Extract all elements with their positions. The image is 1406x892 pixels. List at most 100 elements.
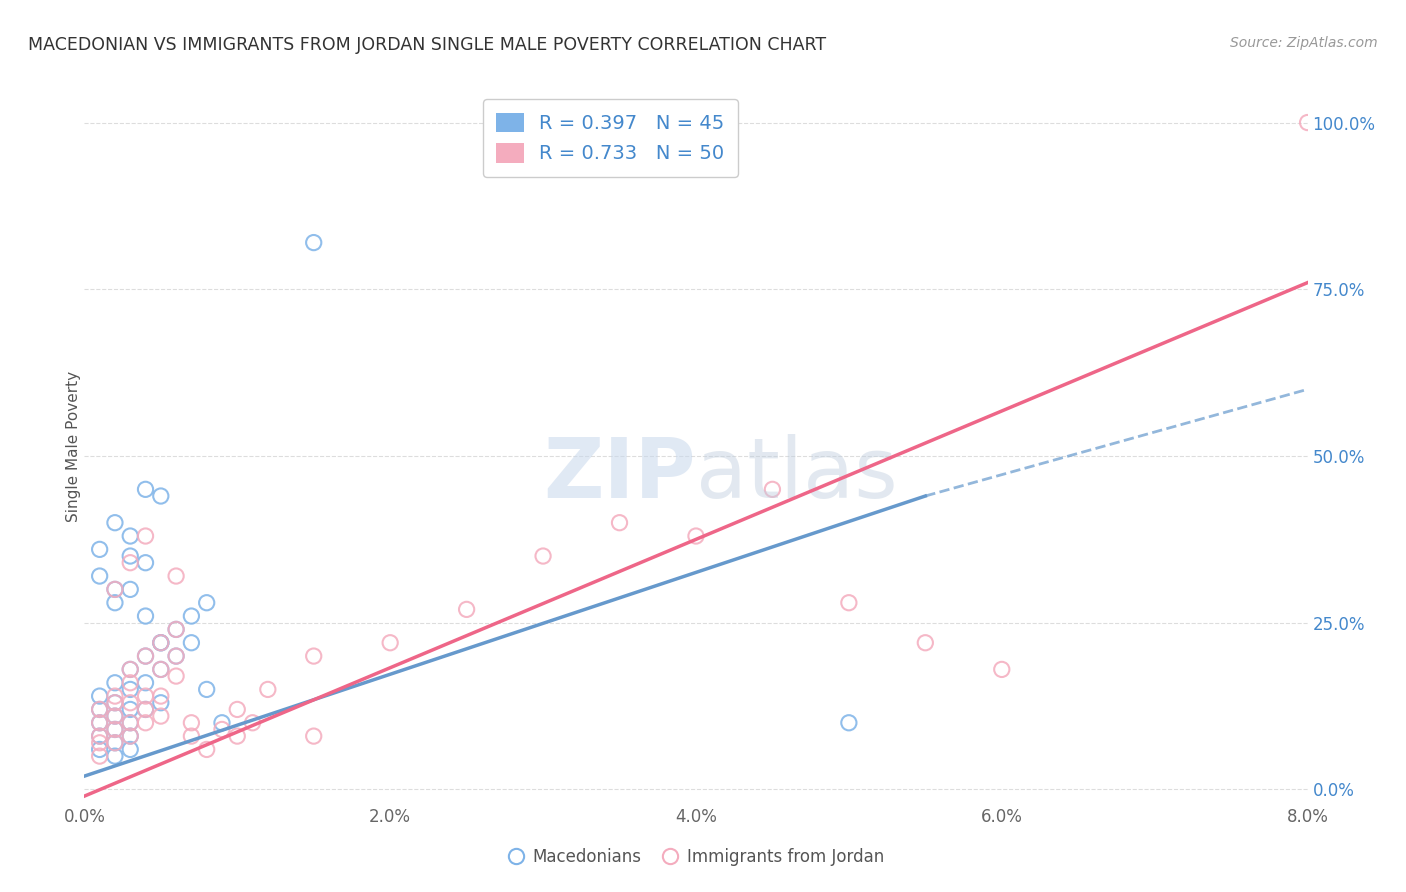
Point xyxy=(104,696,127,710)
Point xyxy=(89,689,111,703)
Point xyxy=(89,702,111,716)
Point xyxy=(195,596,218,610)
Point xyxy=(104,696,127,710)
Point xyxy=(257,682,280,697)
Point xyxy=(838,715,860,730)
Point xyxy=(120,682,142,697)
Point xyxy=(120,702,142,716)
Point xyxy=(242,715,264,730)
Y-axis label: Single Male Poverty: Single Male Poverty xyxy=(66,370,80,522)
Point xyxy=(302,649,325,664)
Point xyxy=(135,609,157,624)
Point xyxy=(120,529,142,543)
Point xyxy=(149,636,172,650)
Point xyxy=(104,749,127,764)
Point xyxy=(149,636,172,650)
Point xyxy=(120,715,142,730)
Point xyxy=(180,636,202,650)
Point xyxy=(135,649,157,664)
Point xyxy=(149,489,172,503)
Point xyxy=(89,742,111,756)
Point xyxy=(165,623,187,637)
Point xyxy=(104,709,127,723)
Point xyxy=(89,749,111,764)
Point xyxy=(89,729,111,743)
Point xyxy=(135,556,157,570)
Point xyxy=(135,715,157,730)
Point xyxy=(89,715,111,730)
Point xyxy=(165,623,187,637)
Point xyxy=(531,549,554,563)
Text: Source: ZipAtlas.com: Source: ZipAtlas.com xyxy=(1230,36,1378,50)
Point xyxy=(120,715,142,730)
Point xyxy=(104,596,127,610)
Point xyxy=(104,709,127,723)
Point xyxy=(149,689,172,703)
Point xyxy=(120,549,142,563)
Point xyxy=(104,723,127,737)
Point xyxy=(165,669,187,683)
Point xyxy=(89,715,111,730)
Point xyxy=(380,636,402,650)
Point xyxy=(149,662,172,676)
Point xyxy=(135,675,157,690)
Point xyxy=(120,556,142,570)
Point xyxy=(104,516,127,530)
Text: ZIP: ZIP xyxy=(544,434,696,515)
Point xyxy=(149,696,172,710)
Point xyxy=(149,709,172,723)
Point xyxy=(120,742,142,756)
Point xyxy=(685,529,707,543)
Point xyxy=(89,702,111,716)
Point xyxy=(89,736,111,750)
Point xyxy=(1296,115,1319,129)
Text: MACEDONIAN VS IMMIGRANTS FROM JORDAN SINGLE MALE POVERTY CORRELATION CHART: MACEDONIAN VS IMMIGRANTS FROM JORDAN SIN… xyxy=(28,36,827,54)
Text: atlas: atlas xyxy=(696,434,897,515)
Point xyxy=(135,529,157,543)
Point xyxy=(991,662,1014,676)
Point xyxy=(135,702,157,716)
Point xyxy=(149,636,172,650)
Point xyxy=(120,662,142,676)
Point xyxy=(120,662,142,676)
Point xyxy=(165,649,187,664)
Point xyxy=(302,729,325,743)
Point xyxy=(89,729,111,743)
Point xyxy=(609,516,631,530)
Point xyxy=(226,729,249,743)
Point xyxy=(456,602,478,616)
Point xyxy=(104,736,127,750)
Point xyxy=(135,649,157,664)
Point xyxy=(104,723,127,737)
Point xyxy=(104,582,127,597)
Point xyxy=(838,596,860,610)
Point xyxy=(165,649,187,664)
Point xyxy=(120,729,142,743)
Point xyxy=(120,696,142,710)
Point xyxy=(104,582,127,597)
Legend: Macedonians, Immigrants from Jordan: Macedonians, Immigrants from Jordan xyxy=(501,842,891,873)
Point xyxy=(180,715,202,730)
Point xyxy=(120,675,142,690)
Point xyxy=(165,569,187,583)
Point xyxy=(120,729,142,743)
Point xyxy=(120,582,142,597)
Point xyxy=(195,682,218,697)
Point xyxy=(104,689,127,703)
Point xyxy=(180,609,202,624)
Point xyxy=(211,715,233,730)
Point xyxy=(761,483,783,497)
Point xyxy=(180,729,202,743)
Point xyxy=(89,542,111,557)
Point xyxy=(226,702,249,716)
Point xyxy=(211,723,233,737)
Point xyxy=(149,662,172,676)
Point xyxy=(914,636,936,650)
Point xyxy=(135,483,157,497)
Point xyxy=(195,742,218,756)
Point xyxy=(135,702,157,716)
Point xyxy=(302,235,325,250)
Point xyxy=(104,736,127,750)
Point xyxy=(89,569,111,583)
Point xyxy=(104,675,127,690)
